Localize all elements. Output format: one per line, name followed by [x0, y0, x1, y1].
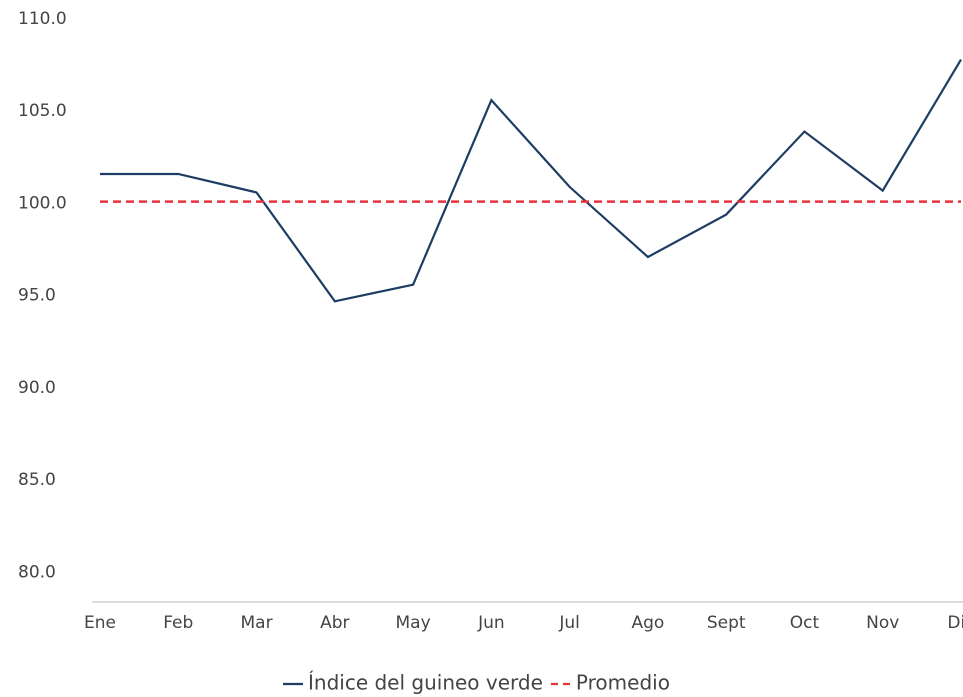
x-tick-label: Feb	[163, 613, 193, 633]
x-tick-label: Sept	[707, 613, 746, 633]
x-tick-label: May	[396, 613, 431, 633]
x-tick-label: Jul	[558, 613, 580, 633]
x-tick-label: Nov	[866, 613, 899, 633]
y-tick-label: 110.0	[18, 9, 67, 29]
legend-label: Índice del guineo verde	[308, 671, 543, 695]
x-tick-label: Abr	[320, 613, 349, 633]
y-tick-label: 85.0	[18, 470, 56, 490]
y-tick-label: 80.0	[18, 562, 56, 582]
legend-label: Promedio	[576, 671, 670, 695]
x-tick-label: Ago	[631, 613, 664, 633]
x-tick-label: Jun	[477, 613, 505, 633]
x-tick-label: Ene	[84, 613, 116, 633]
y-tick-label: 90.0	[18, 378, 56, 398]
series-line	[100, 59, 962, 303]
y-tick-label: 105.0	[18, 101, 67, 121]
x-tick-label: Dic	[947, 613, 963, 633]
x-tick-label: Oct	[790, 613, 820, 633]
x-tick-label: Mar	[241, 613, 273, 633]
y-tick-label: 100.0	[18, 193, 67, 213]
y-tick-label: 95.0	[18, 286, 56, 306]
